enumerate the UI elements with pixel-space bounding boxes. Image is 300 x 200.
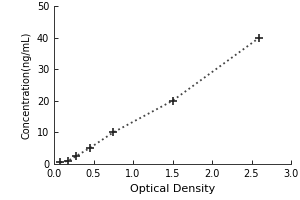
Y-axis label: Concentration(ng/mL): Concentration(ng/mL) [21,31,31,139]
X-axis label: Optical Density: Optical Density [130,184,215,194]
